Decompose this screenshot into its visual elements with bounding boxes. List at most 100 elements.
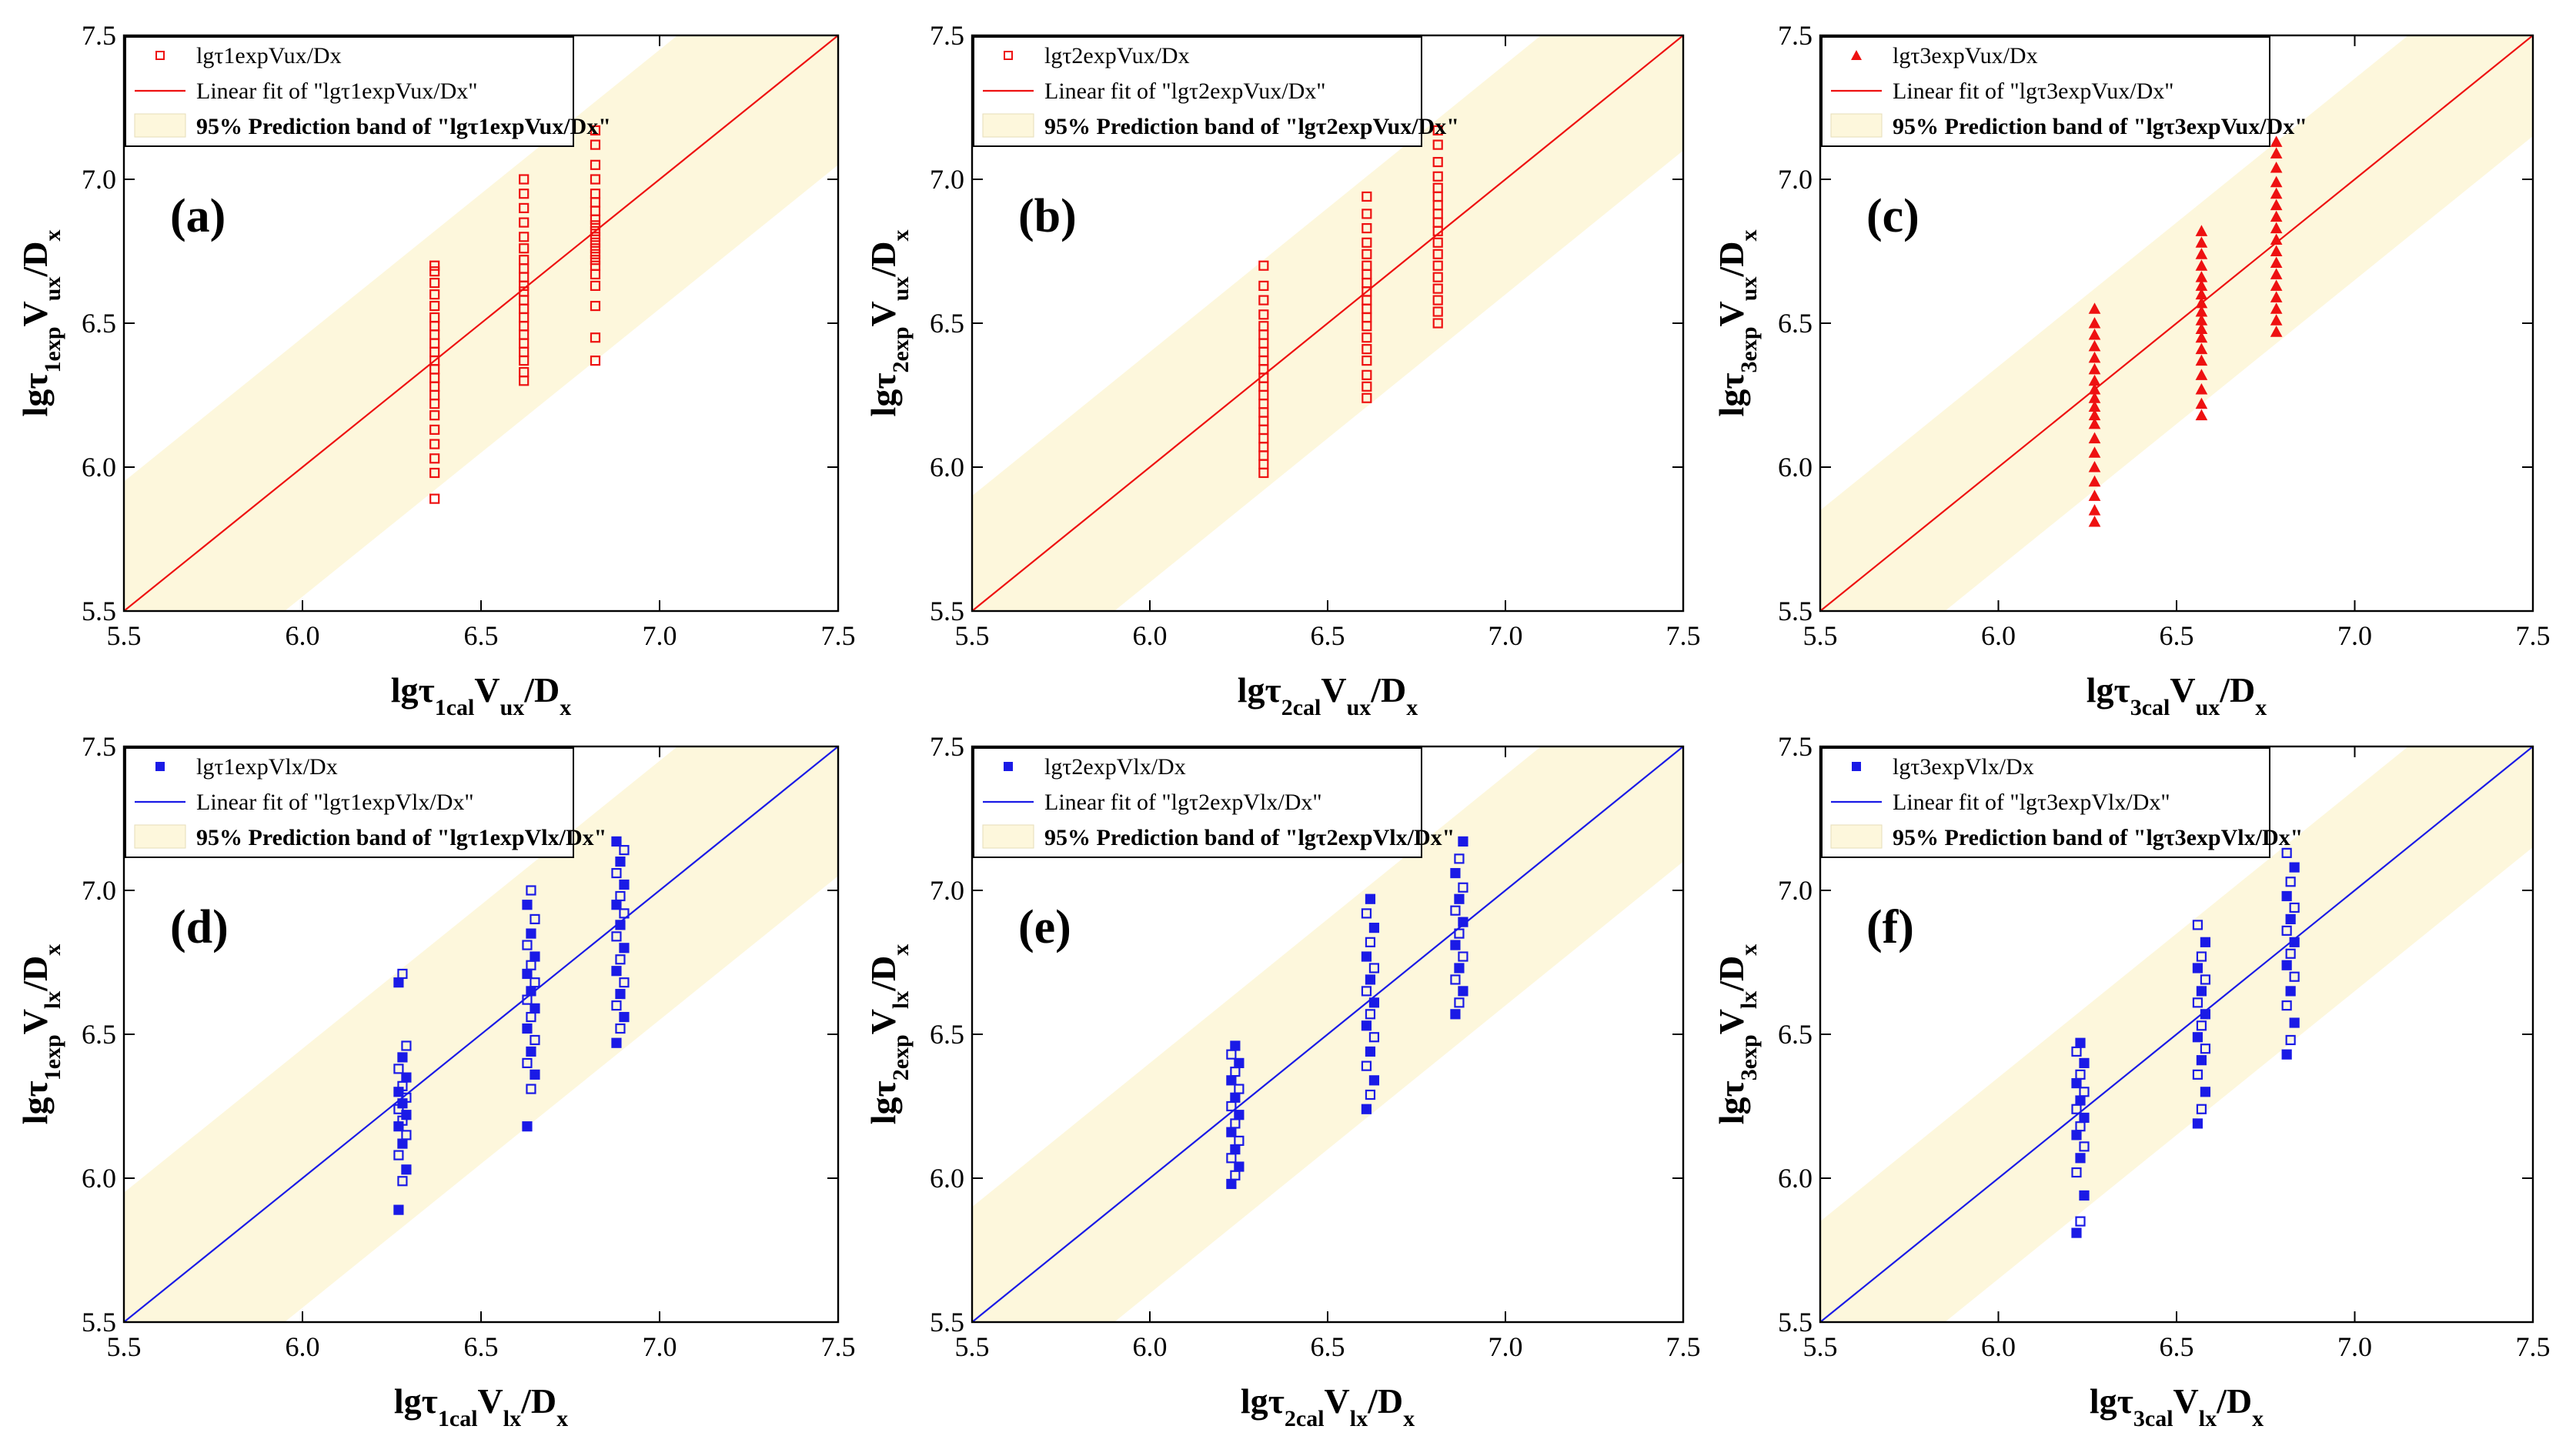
data-point <box>429 278 440 289</box>
y-tick-label: 6.5 <box>82 308 116 339</box>
data-point <box>429 410 440 421</box>
data-point <box>526 885 536 896</box>
data-point <box>2088 302 2101 314</box>
x-tick-label: 7.5 <box>821 620 856 651</box>
data-point <box>2195 305 2208 317</box>
data-point <box>401 1040 412 1051</box>
x-tick-label: 5.5 <box>955 1331 990 1362</box>
data-point <box>590 125 601 136</box>
data-point <box>530 1069 540 1080</box>
data-point <box>2075 1069 2086 1080</box>
data-point <box>1365 937 1376 947</box>
data-point <box>1432 125 1443 136</box>
data-point <box>2195 354 2208 366</box>
data-point <box>1361 1104 1372 1114</box>
data-point <box>429 439 440 449</box>
y-tick-label: 7.0 <box>82 164 116 195</box>
legend-band-swatch <box>982 113 1034 138</box>
legend-entry-band: 95% Prediction band of "lgτ2expVux/Dx" <box>1044 114 1459 139</box>
legend-marker <box>155 762 165 771</box>
data-point <box>611 931 622 942</box>
data-point <box>1454 963 1465 973</box>
data-point <box>2289 1017 2300 1028</box>
data-point <box>1368 997 1380 1008</box>
legend-entry-fit: Linear fit of "lgτ1expVux/Dx" <box>196 78 478 104</box>
y-tick-label: 7.5 <box>930 731 964 762</box>
x-tick-label: 6.5 <box>464 620 499 651</box>
data-point <box>522 968 533 980</box>
panel-label: (c) <box>1866 190 1919 242</box>
x-tick-label: 6.0 <box>1133 1331 1168 1362</box>
y-tick-label: 5.5 <box>1778 1307 1813 1337</box>
x-tick-label: 6.5 <box>2160 620 2194 651</box>
data-point <box>393 1204 404 1215</box>
x-tick-label: 7.5 <box>1666 1331 1701 1362</box>
data-point <box>1365 1009 1376 1020</box>
legend-entry-data: lgτ3expVlx/Dx <box>1893 754 2034 780</box>
data-point <box>429 289 440 300</box>
data-point <box>1432 156 1443 168</box>
legend-entry-fit: Linear fit of "lgτ2expVlx/Dx" <box>1044 790 1322 815</box>
data-point <box>1432 260 1443 271</box>
data-point <box>2270 268 2283 279</box>
data-point <box>2270 210 2283 222</box>
data-point <box>522 1057 533 1069</box>
data-point <box>590 237 601 248</box>
y-axis-label: lgτ2expVlx/Dx <box>864 944 914 1125</box>
x-tick-label: 5.5 <box>107 1331 142 1362</box>
y-axis-label: lgτ3expVlx/Dx <box>1712 944 1762 1125</box>
x-axis-label: lgτ2calVlx/Dx <box>1241 1381 1415 1431</box>
data-point <box>2281 960 2292 970</box>
x-tick-label: 6.0 <box>1981 1331 2016 1362</box>
data-point <box>2195 225 2208 236</box>
data-point <box>519 366 530 378</box>
data-point <box>2195 288 2208 300</box>
data-point <box>1362 369 1372 380</box>
data-point <box>2200 1044 2211 1054</box>
data-point <box>2289 902 2300 913</box>
data-point <box>429 493 440 504</box>
data-point <box>2075 1153 2086 1164</box>
x-axis-label: lgτ3calVlx/Dx <box>2090 1381 2264 1431</box>
data-point <box>590 232 601 242</box>
data-point <box>429 467 440 479</box>
data-point <box>2285 986 2296 997</box>
legend-box <box>125 36 574 147</box>
data-point <box>1365 1089 1376 1100</box>
data-point <box>1432 318 1443 329</box>
y-tick-label: 5.5 <box>1778 596 1813 626</box>
data-point <box>2270 233 2283 245</box>
data-point <box>2088 328 2101 340</box>
data-point <box>2088 382 2101 395</box>
data-point <box>401 1110 412 1120</box>
legend-band-swatch <box>982 824 1034 849</box>
data-point <box>522 1023 533 1034</box>
data-point <box>2195 382 2208 395</box>
data-point <box>2195 279 2208 291</box>
data-point <box>1450 867 1461 879</box>
data-point <box>2270 222 2283 234</box>
legend-entry-data: lgτ3expVux/Dx <box>1893 43 2038 68</box>
data-point <box>1226 1127 1237 1137</box>
data-point <box>1432 139 1443 150</box>
data-point <box>1362 209 1372 219</box>
x-axis-label: lgτ1calVlx/Dx <box>394 1381 568 1431</box>
data-point <box>2075 1037 2086 1048</box>
data-point <box>2270 256 2283 268</box>
data-point <box>2196 1104 2207 1114</box>
data-point <box>2192 1069 2203 1080</box>
legend-entry-fit: Linear fit of "lgτ1expVlx/Dx" <box>196 790 474 815</box>
y-tick-label: 7.5 <box>1778 20 1813 51</box>
data-point <box>2285 877 2296 887</box>
data-point <box>1450 1009 1461 1020</box>
legend: lgτ1expVlx/Dx Linear fit of "lgτ1expVlx/D… <box>125 747 606 858</box>
data-point <box>1362 260 1372 271</box>
legend-marker <box>155 51 165 60</box>
legend: lgτ3expVlx/Dx Linear fit of "lgτ3expVlx/D… <box>1821 747 2303 858</box>
data-point <box>1362 381 1372 392</box>
data-point <box>2200 1087 2211 1097</box>
data-point <box>2270 187 2283 199</box>
data-point <box>590 225 601 236</box>
data-point <box>1361 986 1372 997</box>
x-tick-label: 6.0 <box>1981 620 2016 651</box>
